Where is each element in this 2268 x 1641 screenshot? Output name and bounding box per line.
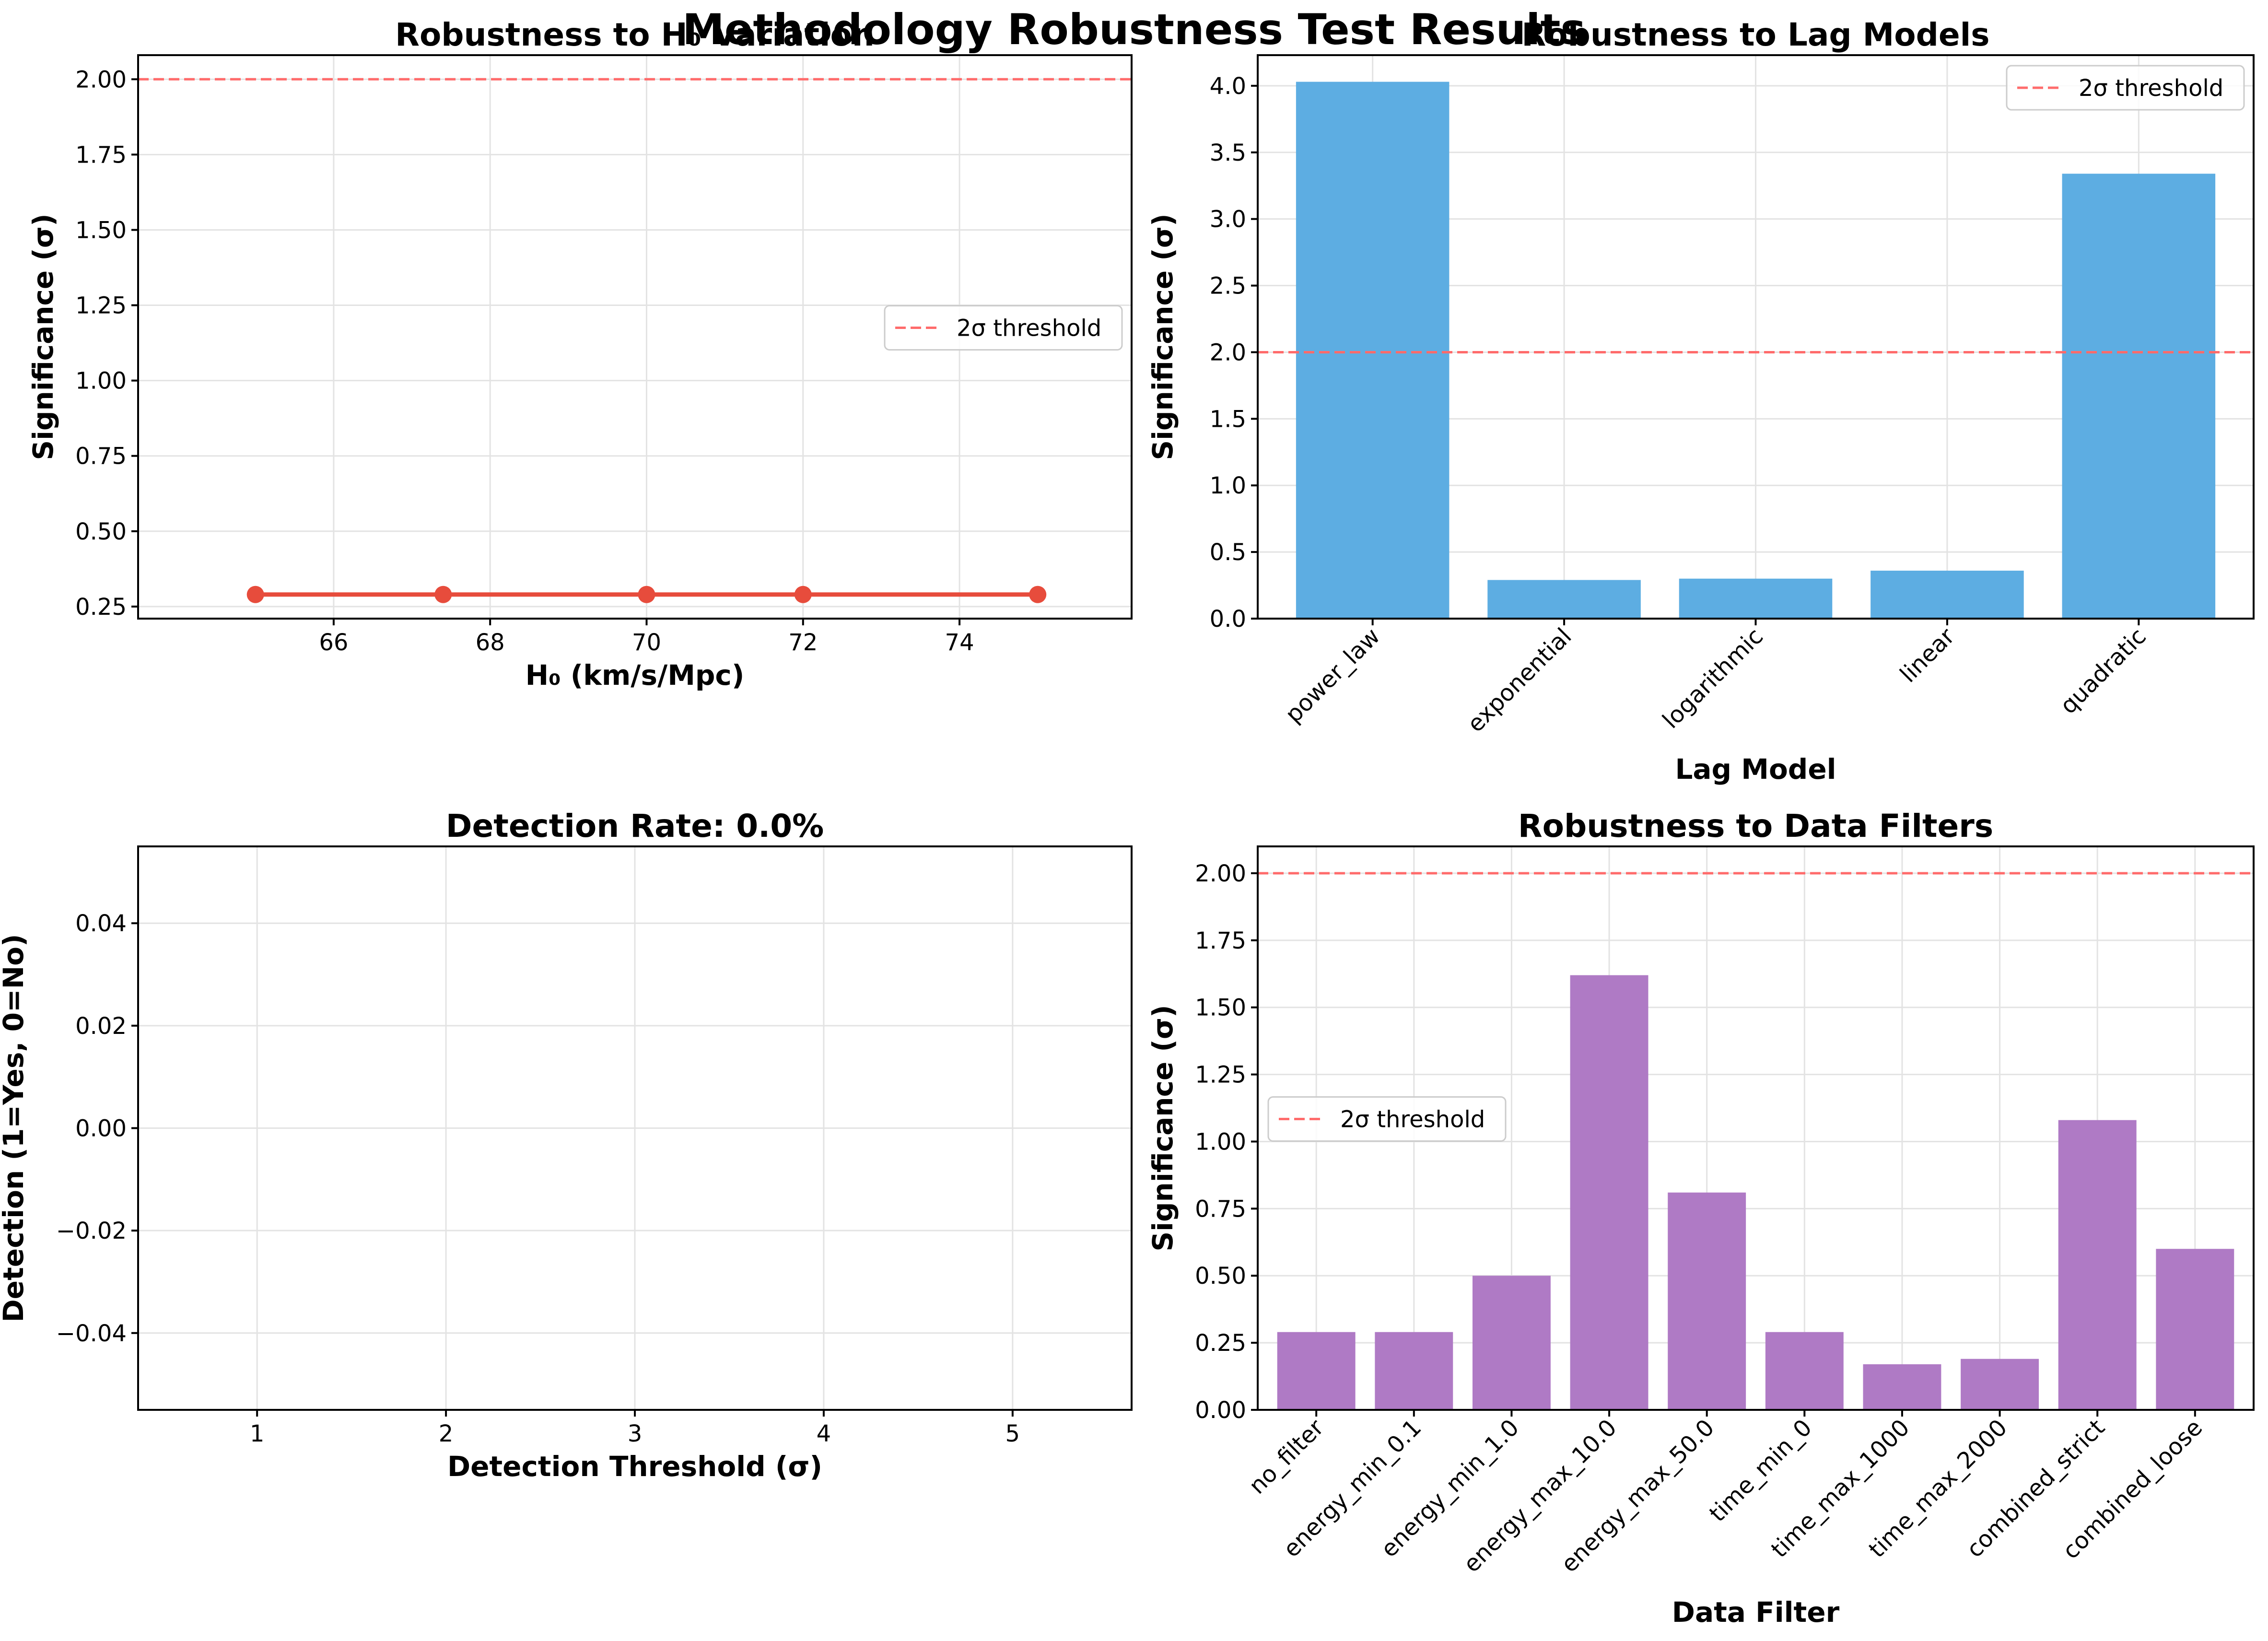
y-tick-label: 3.0 — [1210, 206, 1246, 233]
y-tick-label: 0.25 — [1195, 1330, 1246, 1357]
bar-linear — [1871, 571, 2024, 619]
legend-box — [2006, 65, 2245, 111]
y-tick-label: 0.02 — [75, 1013, 127, 1040]
legend-threshold-label: 2σ threshold — [957, 315, 1101, 342]
axes-frame — [1257, 845, 2255, 1411]
y-tick-label: 1.00 — [75, 368, 127, 395]
y-tick-label: 0.00 — [1195, 1397, 1246, 1424]
y-tick-label: −0.04 — [56, 1320, 127, 1347]
chart-title: Detection Rate: 0.0% — [446, 808, 824, 844]
x-tick-label: linear — [1895, 623, 1960, 688]
y-tick-label: 0.5 — [1210, 539, 1246, 566]
bar-combined_strict — [2058, 1120, 2137, 1410]
bar-exponential — [1487, 580, 1641, 619]
y-axis-label: Significance (σ) — [1146, 213, 1179, 460]
data-point — [1029, 586, 1047, 603]
bar-logarithmic — [1679, 578, 1833, 619]
y-tick-label: 4.0 — [1210, 73, 1246, 100]
data-point — [246, 586, 264, 603]
x-tick-label: 70 — [632, 629, 661, 656]
x-tick-label: quadratic — [2055, 623, 2151, 719]
x-tick-label: 3 — [628, 1420, 643, 1447]
x-tick-label: power_law — [1280, 623, 1385, 728]
chart-title: Robustness to Data Filters — [1518, 808, 1993, 844]
y-axis-label: Significance (σ) — [1146, 1005, 1179, 1251]
x-tick-label: 66 — [319, 629, 348, 656]
legend-threshold-label: 2σ threshold — [2079, 75, 2223, 102]
x-tick-label: exponential — [1462, 623, 1577, 738]
y-tick-label: 0.50 — [75, 518, 127, 545]
chart-panel-4: 0.00 0.25 0.50 0.75 1.00 1.25 1.50 1.75 2.00 no_f… — [1146, 808, 2255, 1629]
y-tick-label: 1.00 — [1195, 1128, 1246, 1155]
x-axis-label: Detection Threshold (σ) — [447, 1450, 822, 1483]
chart-panel-1: 0.25 0.50 0.75 1.00 1.25 1.50 1.75 2.00 66 68 70 72… — [27, 16, 1133, 692]
x-tick-label: 4 — [817, 1420, 831, 1447]
x-tick-label: 5 — [1005, 1420, 1020, 1447]
x-tick-label: 2 — [439, 1420, 454, 1447]
x-tick-label: logarithmic — [1657, 623, 1768, 734]
y-tick-label: 2.00 — [75, 66, 127, 93]
bar-energy_min_0.1 — [1375, 1332, 1453, 1410]
chart-title: Robustness to H₀ Variation — [395, 16, 875, 53]
data-point — [638, 586, 655, 603]
legend-box — [884, 305, 1123, 351]
x-tick-label: 1 — [250, 1420, 265, 1447]
y-tick-label: 1.75 — [1195, 927, 1246, 954]
y-tick-label: 0.25 — [75, 594, 127, 621]
y-tick-label: 1.5 — [1210, 406, 1246, 433]
bar-quadratic — [2062, 174, 2216, 619]
legend: 2σ threshold — [884, 305, 1123, 351]
y-tick-label: 0.00 — [75, 1115, 127, 1142]
y-tick-label: 0.0 — [1210, 606, 1246, 633]
y-tick-label: 1.25 — [1195, 1062, 1246, 1089]
chart-panel-2: 0.0 0.5 1.0 1.5 2.0 2.5 3.0 3.5 4.0 power_law expo… — [1146, 16, 2255, 785]
legend-box — [1267, 1096, 1507, 1142]
x-axis-label: Data Filter — [1672, 1596, 1840, 1629]
bar-time_max_1000 — [1863, 1364, 1941, 1410]
x-axis-label: H₀ (km/s/Mpc) — [526, 659, 745, 692]
bar-power_law — [1296, 82, 1450, 619]
legend: 2σ threshold — [2006, 65, 2245, 111]
y-tick-label: 2.00 — [1195, 860, 1246, 887]
x-axis-label: Lag Model — [1675, 753, 1836, 785]
y-axis-label: Detection (1=Yes, 0=No) — [0, 934, 30, 1323]
legend: 2σ threshold — [1267, 1096, 1507, 1142]
x-tick-label: no_filter — [1244, 1414, 1329, 1500]
data-point — [794, 586, 812, 603]
y-tick-label: 2.0 — [1210, 339, 1246, 366]
chart-panel-3: −0.04 −0.02 0.00 0.02 0.04 1 2 3 4 5 Detection Rat… — [0, 808, 1133, 1483]
bar-time_max_2000 — [1961, 1359, 2039, 1410]
y-tick-label: 0.04 — [75, 910, 127, 937]
x-tick-label: 68 — [476, 629, 505, 656]
y-tick-label: 1.50 — [75, 217, 127, 244]
bar-energy_max_10.0 — [1570, 975, 1648, 1410]
y-tick-label: 3.5 — [1210, 140, 1246, 166]
axes-frame — [137, 54, 1133, 620]
y-tick-label: 1.25 — [75, 293, 127, 319]
y-axis-label: Significance (σ) — [27, 213, 59, 460]
chart-title: Robustness to Lag Models — [1521, 16, 1989, 53]
data-point — [434, 586, 452, 603]
legend-threshold-label: 2σ threshold — [1340, 1106, 1485, 1133]
y-tick-label: 0.75 — [75, 443, 127, 470]
y-tick-label: −0.02 — [56, 1218, 127, 1244]
y-tick-label: 1.75 — [75, 141, 127, 168]
bar-combined_loose — [2156, 1249, 2234, 1410]
bar-energy_min_1.0 — [1472, 1276, 1551, 1410]
y-tick-label: 1.50 — [1195, 995, 1246, 1021]
y-tick-label: 0.75 — [1195, 1196, 1246, 1222]
bar-no_filter — [1277, 1332, 1356, 1410]
bar-energy_max_50.0 — [1668, 1192, 1746, 1410]
x-tick-label: 72 — [788, 629, 818, 656]
y-tick-label: 0.50 — [1195, 1263, 1246, 1289]
y-tick-label: 2.5 — [1210, 273, 1246, 300]
x-tick-label: 74 — [945, 629, 974, 656]
figure-suptitle: Methodology Robustness Test Results — [682, 5, 1586, 54]
y-tick-label: 1.0 — [1210, 472, 1246, 499]
bar-time_min_0 — [1765, 1332, 1844, 1410]
